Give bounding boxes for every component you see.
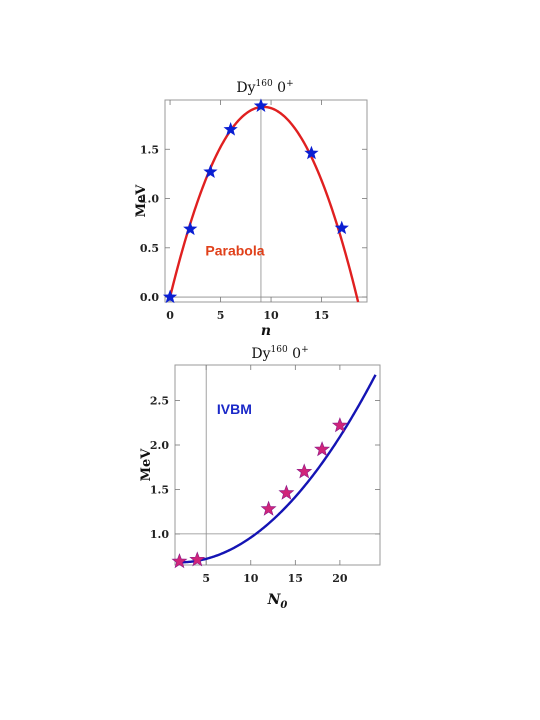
plot-frame	[174, 364, 381, 566]
data-point	[296, 463, 313, 479]
series-curve	[179, 374, 377, 564]
y-tick-label: 1.5	[150, 483, 169, 496]
x-axis-label: n	[261, 323, 271, 339]
x-tick-label: 0	[166, 309, 174, 322]
x-axis-label: N0	[267, 592, 288, 611]
y-tick-label: 0.5	[140, 242, 159, 255]
x-tick-label: 5	[217, 309, 225, 322]
x-tick-label: 15	[288, 572, 303, 585]
y-axis-label: MeV	[139, 448, 154, 482]
x-tick-label: 10	[243, 572, 259, 585]
data-point	[162, 289, 178, 304]
y-tick-label: 1.0	[140, 193, 159, 206]
series-curve	[168, 105, 360, 303]
chart-annotation: Parabola	[205, 243, 264, 259]
x-tick-label: 5	[202, 572, 210, 585]
x-tick-label: 10	[263, 309, 279, 322]
y-tick-label: 0.0	[140, 291, 159, 304]
plot-frame	[164, 99, 368, 303]
data-point	[203, 164, 218, 178]
y-tick-label: 2.0	[150, 439, 169, 452]
data-point	[171, 553, 188, 569]
data-point	[189, 551, 206, 567]
data-point	[314, 441, 331, 457]
y-tick-label: 1.0	[150, 528, 169, 541]
data-point	[260, 500, 277, 516]
chart-title: Dy160 0+	[251, 345, 308, 362]
data-point	[223, 122, 238, 136]
data-point	[334, 220, 349, 235]
data-point	[183, 221, 198, 236]
chart-annotation: IVBM	[217, 401, 252, 417]
chart-panel-1: 0 5 10 15 0.0 0.5 1.0 1.5 Dy160 0+ n MeV Parabola	[134, 79, 368, 339]
data-point	[278, 484, 295, 500]
data-point	[304, 145, 319, 160]
data-point	[253, 98, 269, 112]
y-tick-label: 1.5	[140, 143, 159, 156]
data-point	[331, 417, 348, 433]
x-tick-label: 15	[314, 309, 329, 322]
y-tick-label: 2.5	[150, 395, 169, 408]
x-tick-label: 20	[332, 572, 348, 585]
y-axis-label: MeV	[134, 184, 149, 218]
chart-title: Dy160 0+	[236, 79, 293, 96]
chart-panel-2: 5 10 15 20 1.0 1.5 2.0 2.5 Dy160 0+ N0 MeV IVBM	[139, 345, 381, 611]
